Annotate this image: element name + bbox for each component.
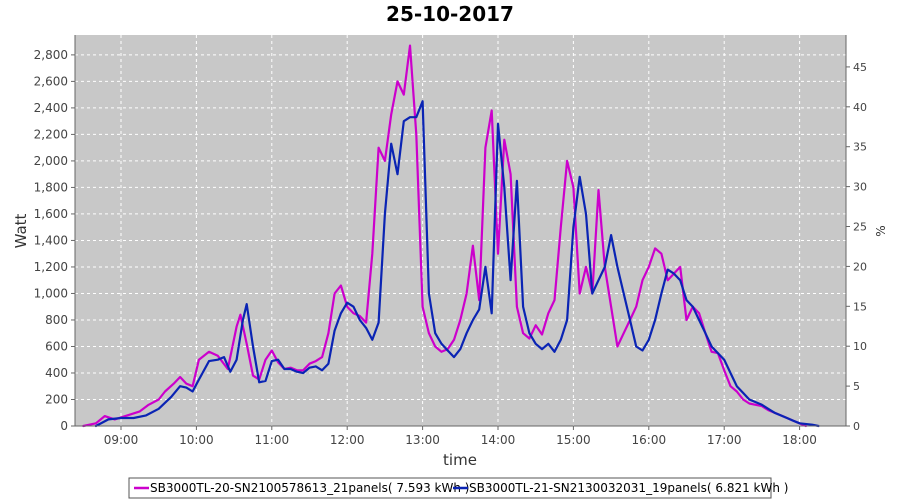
plot-area: [75, 35, 846, 426]
x-tick-label: 09:00: [104, 433, 139, 447]
x-tick-label: 18:00: [782, 433, 817, 447]
y-tick-label: 1,200: [34, 260, 68, 274]
x-tick-label: 12:00: [330, 433, 365, 447]
legend-label-series-1: SB3000TL-20-SN2100578613_21panels( 7.593…: [150, 481, 469, 495]
y2-tick-label: 10: [853, 340, 867, 353]
series-line-2: [94, 100, 820, 428]
y-tick-label: 400: [45, 366, 68, 380]
series-layer: [82, 44, 820, 428]
y-tick-label: 0: [60, 419, 68, 433]
x-tick-label: 15:00: [556, 433, 591, 447]
x-tick-label: 14:00: [481, 433, 516, 447]
y-tick-label: 1,000: [34, 286, 68, 300]
grid-lines: [75, 35, 846, 426]
x-axis: 09:00 10:00 11:00 12:00 13:00 14:00 15:00 16:00…: [75, 425, 846, 447]
y-tick-label: 2,400: [34, 101, 68, 115]
y-axis-left: 0 200 400 600 800 1,000 1,200 1,400 1,600 1,800 2,…: [34, 35, 76, 433]
y-tick-label: 600: [45, 339, 68, 353]
y-tick-label: 2,200: [34, 127, 68, 141]
x-tick-label: 17:00: [707, 433, 742, 447]
y2-tick-label: 20: [853, 260, 867, 273]
y2-tick-label: 0: [853, 420, 860, 433]
chart-title: 25-10-2017: [386, 2, 514, 26]
y2-tick-label: 35: [853, 141, 867, 154]
legend: SB3000TL-20-SN2100578613_21panels( 7.593…: [128, 477, 788, 499]
y2-tick-label: 30: [853, 181, 867, 194]
x-tick-label: 10:00: [179, 433, 214, 447]
x-tick-label: 11:00: [255, 433, 290, 447]
y-tick-label: 800: [45, 313, 68, 327]
y2-tick-label: 25: [853, 221, 867, 234]
y2-tick-label: 45: [853, 61, 867, 74]
y-tick-label: 200: [45, 392, 68, 406]
y-axis-right: 0 5 10 15 20 25 30 35 40 45: [845, 35, 867, 433]
legend-box: [128, 477, 772, 499]
y-tick-label: 1,400: [34, 233, 68, 247]
y-tick-label: 2,000: [34, 154, 68, 168]
y-tick-label: 1,600: [34, 207, 68, 221]
x-axis-label: time: [443, 451, 477, 469]
y2-tick-label: 5: [853, 380, 860, 393]
legend-label-series-2: SB3000TL-21-SN2130032031_19panels( 6.821…: [469, 481, 788, 495]
x-tick-label: 16:00: [632, 433, 667, 447]
y2-axis-label: %: [874, 225, 888, 236]
y-tick-label: 1,800: [34, 180, 68, 194]
x-tick-label: 13:00: [405, 433, 440, 447]
y-axis-label: Watt: [12, 213, 30, 248]
y-tick-label: 2,600: [34, 74, 68, 88]
y-tick-label: 2,800: [34, 48, 68, 62]
y2-tick-label: 15: [853, 300, 867, 313]
y2-tick-label: 40: [853, 101, 867, 114]
